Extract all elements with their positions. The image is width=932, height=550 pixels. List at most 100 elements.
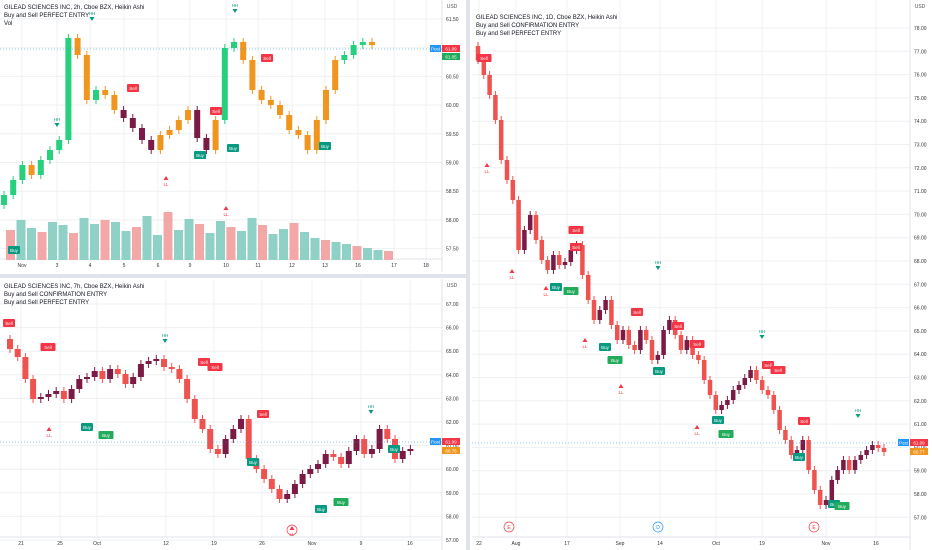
chart-pane-1d[interactable]: 78.00 77.00 76.00 75.00 74.00 73.00 72.00 71.00… <box>472 0 932 550</box>
candle <box>14 349 21 357</box>
chart-canvas-7h[interactable]: 67.00 66.00 65.00 64.00 63.00 62.00 61.00 60.00… <box>0 279 464 550</box>
candle <box>510 180 516 200</box>
candle <box>713 395 719 410</box>
date-tick-label: 9 <box>360 541 363 547</box>
currency-label: USD <box>447 283 458 289</box>
candle <box>114 369 121 374</box>
pane-divider-vertical[interactable] <box>466 0 470 550</box>
date-tick-label: 19 <box>759 541 765 547</box>
candle <box>829 480 835 500</box>
candle <box>168 367 175 369</box>
volume-bar <box>195 224 204 260</box>
date-tick-label: 13 <box>322 263 328 269</box>
event-circle[interactable] <box>808 521 820 533</box>
sell-signal-badge <box>568 226 584 234</box>
candle <box>754 370 759 380</box>
legend-indicator-2: Buy and Sell PERFECT ENTRY <box>476 31 562 37</box>
candle <box>585 275 591 300</box>
candle <box>777 410 782 430</box>
buy-signal-badge <box>793 453 805 461</box>
candle <box>65 38 72 140</box>
date-tick-label: Nov <box>308 541 317 547</box>
candle <box>286 115 293 130</box>
buy-signal-badge-text: Buy <box>722 432 731 437</box>
volume-bar <box>216 221 225 260</box>
date-tick-label: 6 <box>157 263 160 269</box>
volume-bar <box>58 225 68 260</box>
volume-bar <box>69 233 78 260</box>
candle <box>498 120 504 160</box>
chart-pane-2h[interactable]: 61.5061.0060.5060.0059.5059.0058.5058.00… <box>0 0 464 272</box>
candle <box>522 230 527 250</box>
last-price-tag-text: 61.09 <box>445 47 457 52</box>
event-circle[interactable] <box>503 521 515 533</box>
candle <box>277 105 283 115</box>
candle <box>47 150 53 160</box>
price-tick-label: 62.00 <box>914 399 927 405</box>
chart-canvas-1d[interactable]: 78.00 77.00 76.00 75.00 74.00 73.00 72.00 71.00… <box>472 0 932 550</box>
date-tick-label: 16 <box>355 263 361 269</box>
pane-divider-horizontal[interactable] <box>0 274 466 278</box>
post-market-tag <box>898 439 909 446</box>
price-tick-label: 59.00 <box>446 161 459 167</box>
price-tick-label: 62.00 <box>446 420 459 426</box>
candle <box>701 360 707 380</box>
hh-marker <box>162 339 168 343</box>
event-circle-label: E <box>507 525 511 531</box>
candle <box>852 460 858 470</box>
candle <box>881 448 887 452</box>
buy-signal-badge-text: Buy <box>838 504 847 509</box>
candle <box>304 135 311 150</box>
volume-bar <box>121 231 131 260</box>
candle <box>56 140 63 150</box>
price-tick-label: 68.00 <box>914 259 927 265</box>
price-tick-label: 60.50 <box>446 74 459 80</box>
candle <box>148 140 155 150</box>
post-market-tag <box>430 438 441 445</box>
date-tick-label: 18 <box>423 263 429 269</box>
candle <box>207 429 214 449</box>
ll-marker <box>223 206 229 210</box>
hh-marker-text: HH <box>368 404 375 409</box>
candle <box>707 380 713 395</box>
candle <box>231 42 237 48</box>
candle <box>643 330 649 340</box>
candle <box>22 357 29 379</box>
price-tick-label: 61.00 <box>446 444 459 450</box>
ll-marker <box>484 163 490 167</box>
legend-7h: GILEAD SCIENCES INC, 7h, Cboe BZX, Heiki… <box>4 283 144 307</box>
volume-bar <box>205 233 215 260</box>
candle <box>130 377 137 384</box>
event-circle-label: D <box>656 525 660 531</box>
price-tick-label: 59.00 <box>914 469 927 475</box>
candle <box>161 359 167 367</box>
candle <box>145 361 152 364</box>
close-price-tag <box>442 53 460 60</box>
chart-pane-7h[interactable]: 67.00 66.00 65.00 64.00 63.00 62.00 61.00 60.00… <box>0 279 464 550</box>
candle <box>539 240 545 260</box>
date-tick-label: 12 <box>289 263 295 269</box>
candle <box>603 300 608 310</box>
price-tick-label: 58.50 <box>446 189 459 195</box>
candle <box>299 474 306 484</box>
candle <box>341 55 348 60</box>
chart-canvas-2h[interactable]: 61.5061.0060.5060.0059.5059.0058.5058.00… <box>0 0 464 272</box>
volume-bar <box>226 227 236 260</box>
candle <box>817 490 823 505</box>
candle <box>725 400 730 405</box>
date-tick-label: Nov <box>822 541 831 547</box>
candle <box>37 397 44 399</box>
sell-signal-badge <box>476 54 492 62</box>
buy-signal-badge <box>8 246 20 254</box>
sell-signal-badge <box>40 343 56 351</box>
buy-signal-badge-text: Buy <box>655 369 664 374</box>
candle <box>267 100 274 105</box>
sell-signal-badge <box>689 340 705 348</box>
earnings-event-circle <box>286 524 298 536</box>
hh-marker-text: HH <box>759 329 766 334</box>
candle <box>846 460 852 470</box>
event-circle[interactable] <box>652 521 664 533</box>
candle <box>759 380 765 390</box>
ll-marker-text: LL <box>543 292 549 297</box>
ll-marker-text: LL <box>46 433 52 438</box>
